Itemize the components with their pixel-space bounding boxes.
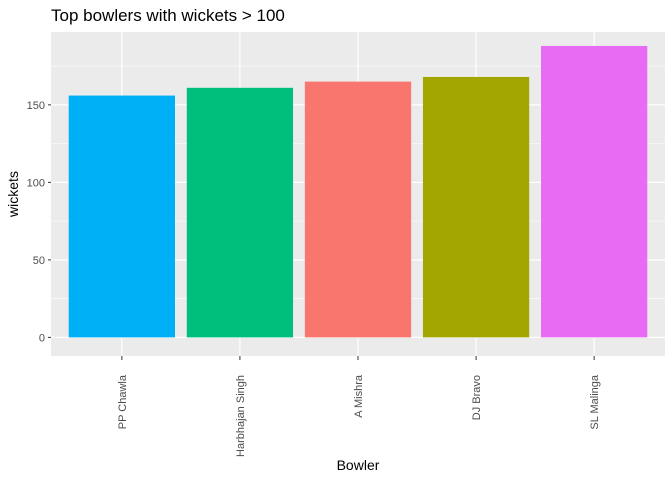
x-tick-label: A Mishra <box>353 374 365 418</box>
bar <box>304 81 412 338</box>
x-axis-title: Bowler <box>337 457 380 473</box>
x-tick-label: Harbhajan Singh <box>235 375 247 457</box>
bars <box>68 45 648 338</box>
x-axis: PP Chawla Harbhajan Singh A Mishra DJ Bravo… <box>117 356 601 457</box>
bar <box>186 87 294 338</box>
y-tick-label: 50 <box>33 255 45 267</box>
y-tick-label: 100 <box>27 177 45 189</box>
chart-title: Top bowlers with wickets > 100 <box>51 6 285 25</box>
y-tick-label: 150 <box>27 100 45 112</box>
y-axis: 0 50 100 150 <box>27 100 51 344</box>
bar <box>541 45 648 338</box>
bar <box>68 95 175 338</box>
bar <box>422 76 530 338</box>
y-axis-title: wickets <box>5 171 21 218</box>
x-tick-label: PP Chawla <box>117 374 129 429</box>
y-tick-label: 0 <box>39 332 45 344</box>
x-tick-label: DJ Bravo <box>471 375 483 420</box>
x-tick-label: SL Malinga <box>589 374 601 430</box>
